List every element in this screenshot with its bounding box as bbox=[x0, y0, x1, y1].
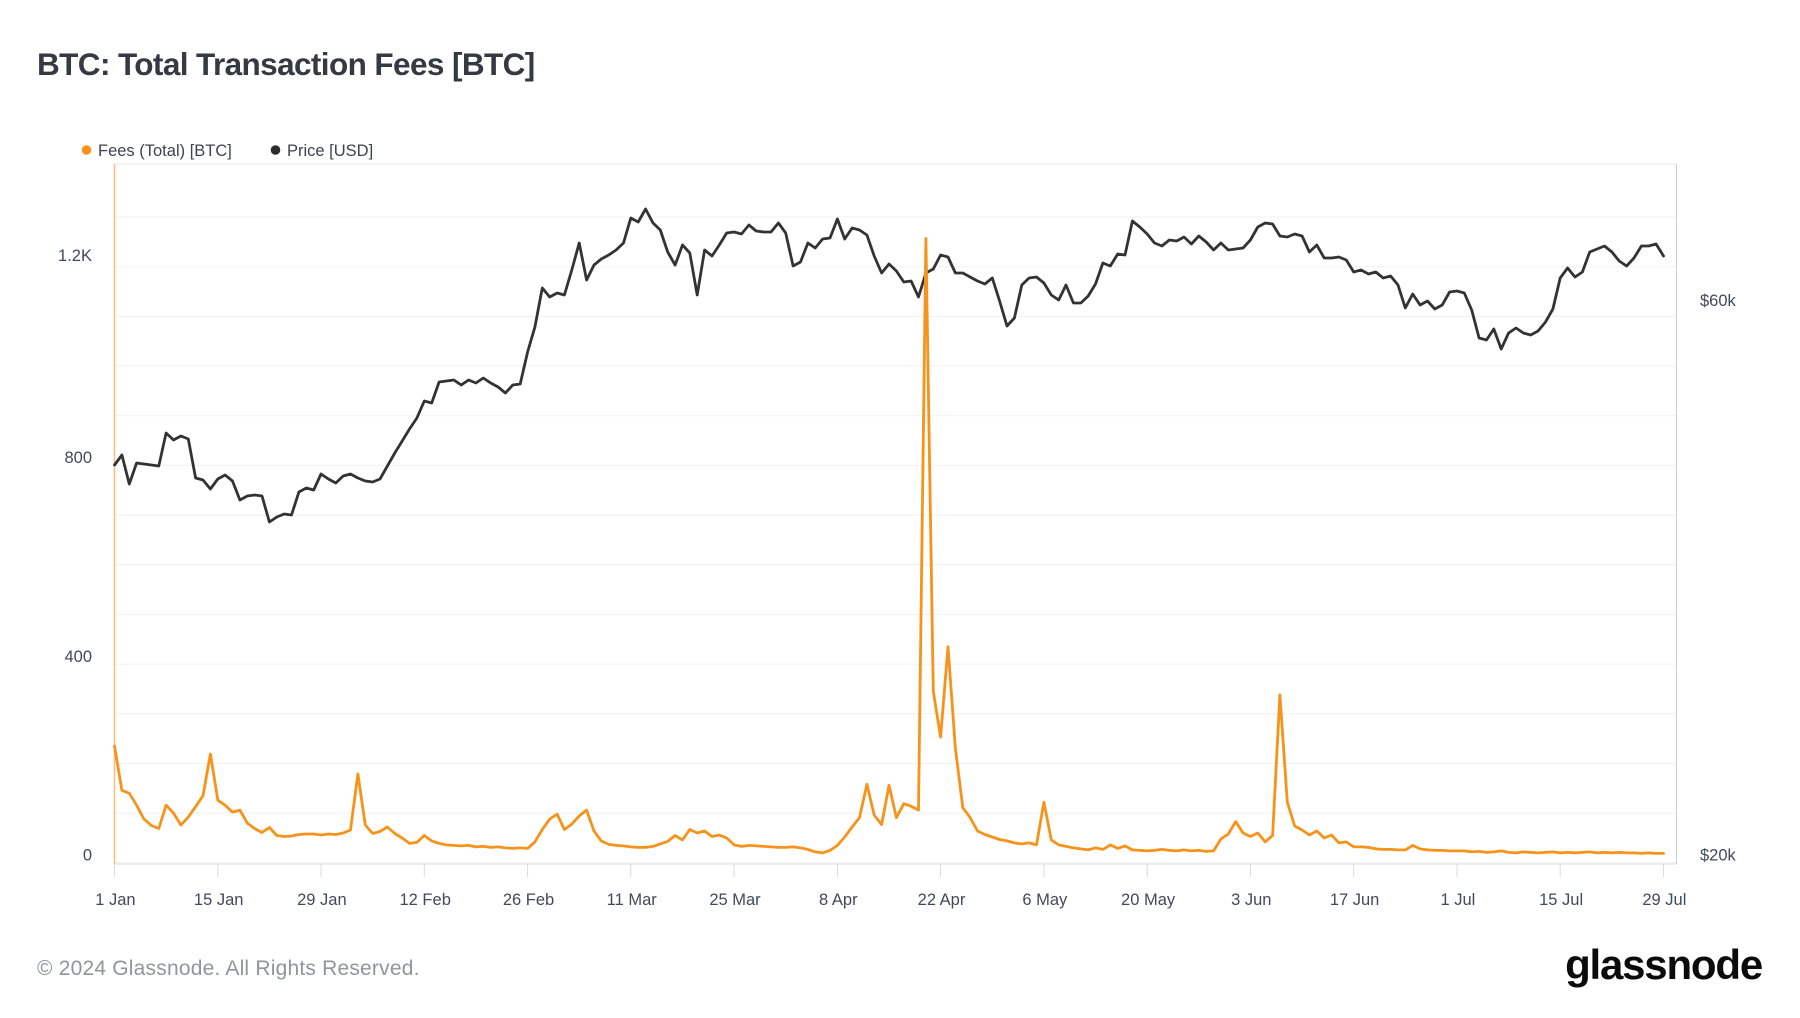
svg-text:25 Mar: 25 Mar bbox=[709, 891, 761, 909]
svg-text:BTC: Total Transaction Fees [B: BTC: Total Transaction Fees [BTC] bbox=[37, 46, 535, 82]
svg-text:29 Jul: 29 Jul bbox=[1642, 891, 1686, 909]
svg-text:3 Jun: 3 Jun bbox=[1231, 891, 1271, 909]
svg-text:8 Apr: 8 Apr bbox=[819, 891, 858, 909]
svg-text:20 May: 20 May bbox=[1121, 891, 1176, 909]
svg-text:800: 800 bbox=[64, 449, 92, 467]
svg-text:1 Jan: 1 Jan bbox=[95, 891, 135, 909]
svg-text:12 Feb: 12 Feb bbox=[400, 891, 451, 909]
svg-text:17 Jun: 17 Jun bbox=[1330, 891, 1380, 909]
svg-text:glassnode: glassnode bbox=[1565, 941, 1762, 988]
svg-text:11 Mar: 11 Mar bbox=[607, 891, 658, 909]
svg-text:Price [USD]: Price [USD] bbox=[287, 142, 373, 160]
svg-text:1.2K: 1.2K bbox=[58, 247, 92, 265]
svg-text:$20k: $20k bbox=[1700, 847, 1737, 865]
svg-text:6 May: 6 May bbox=[1022, 891, 1068, 909]
svg-text:29 Jan: 29 Jan bbox=[297, 891, 347, 909]
svg-text:0: 0 bbox=[83, 847, 92, 865]
svg-text:15 Jul: 15 Jul bbox=[1539, 891, 1583, 909]
svg-text:26 Feb: 26 Feb bbox=[503, 891, 554, 909]
svg-text:© 2024 Glassnode. All Rights R: © 2024 Glassnode. All Rights Reserved. bbox=[37, 957, 420, 980]
svg-text:$60k: $60k bbox=[1700, 292, 1737, 310]
svg-text:Fees (Total) [BTC]: Fees (Total) [BTC] bbox=[98, 142, 232, 160]
svg-text:22 Apr: 22 Apr bbox=[918, 891, 966, 909]
svg-text:15 Jan: 15 Jan bbox=[194, 891, 244, 909]
svg-text:400: 400 bbox=[64, 648, 92, 666]
svg-text:1 Jul: 1 Jul bbox=[1440, 891, 1475, 909]
